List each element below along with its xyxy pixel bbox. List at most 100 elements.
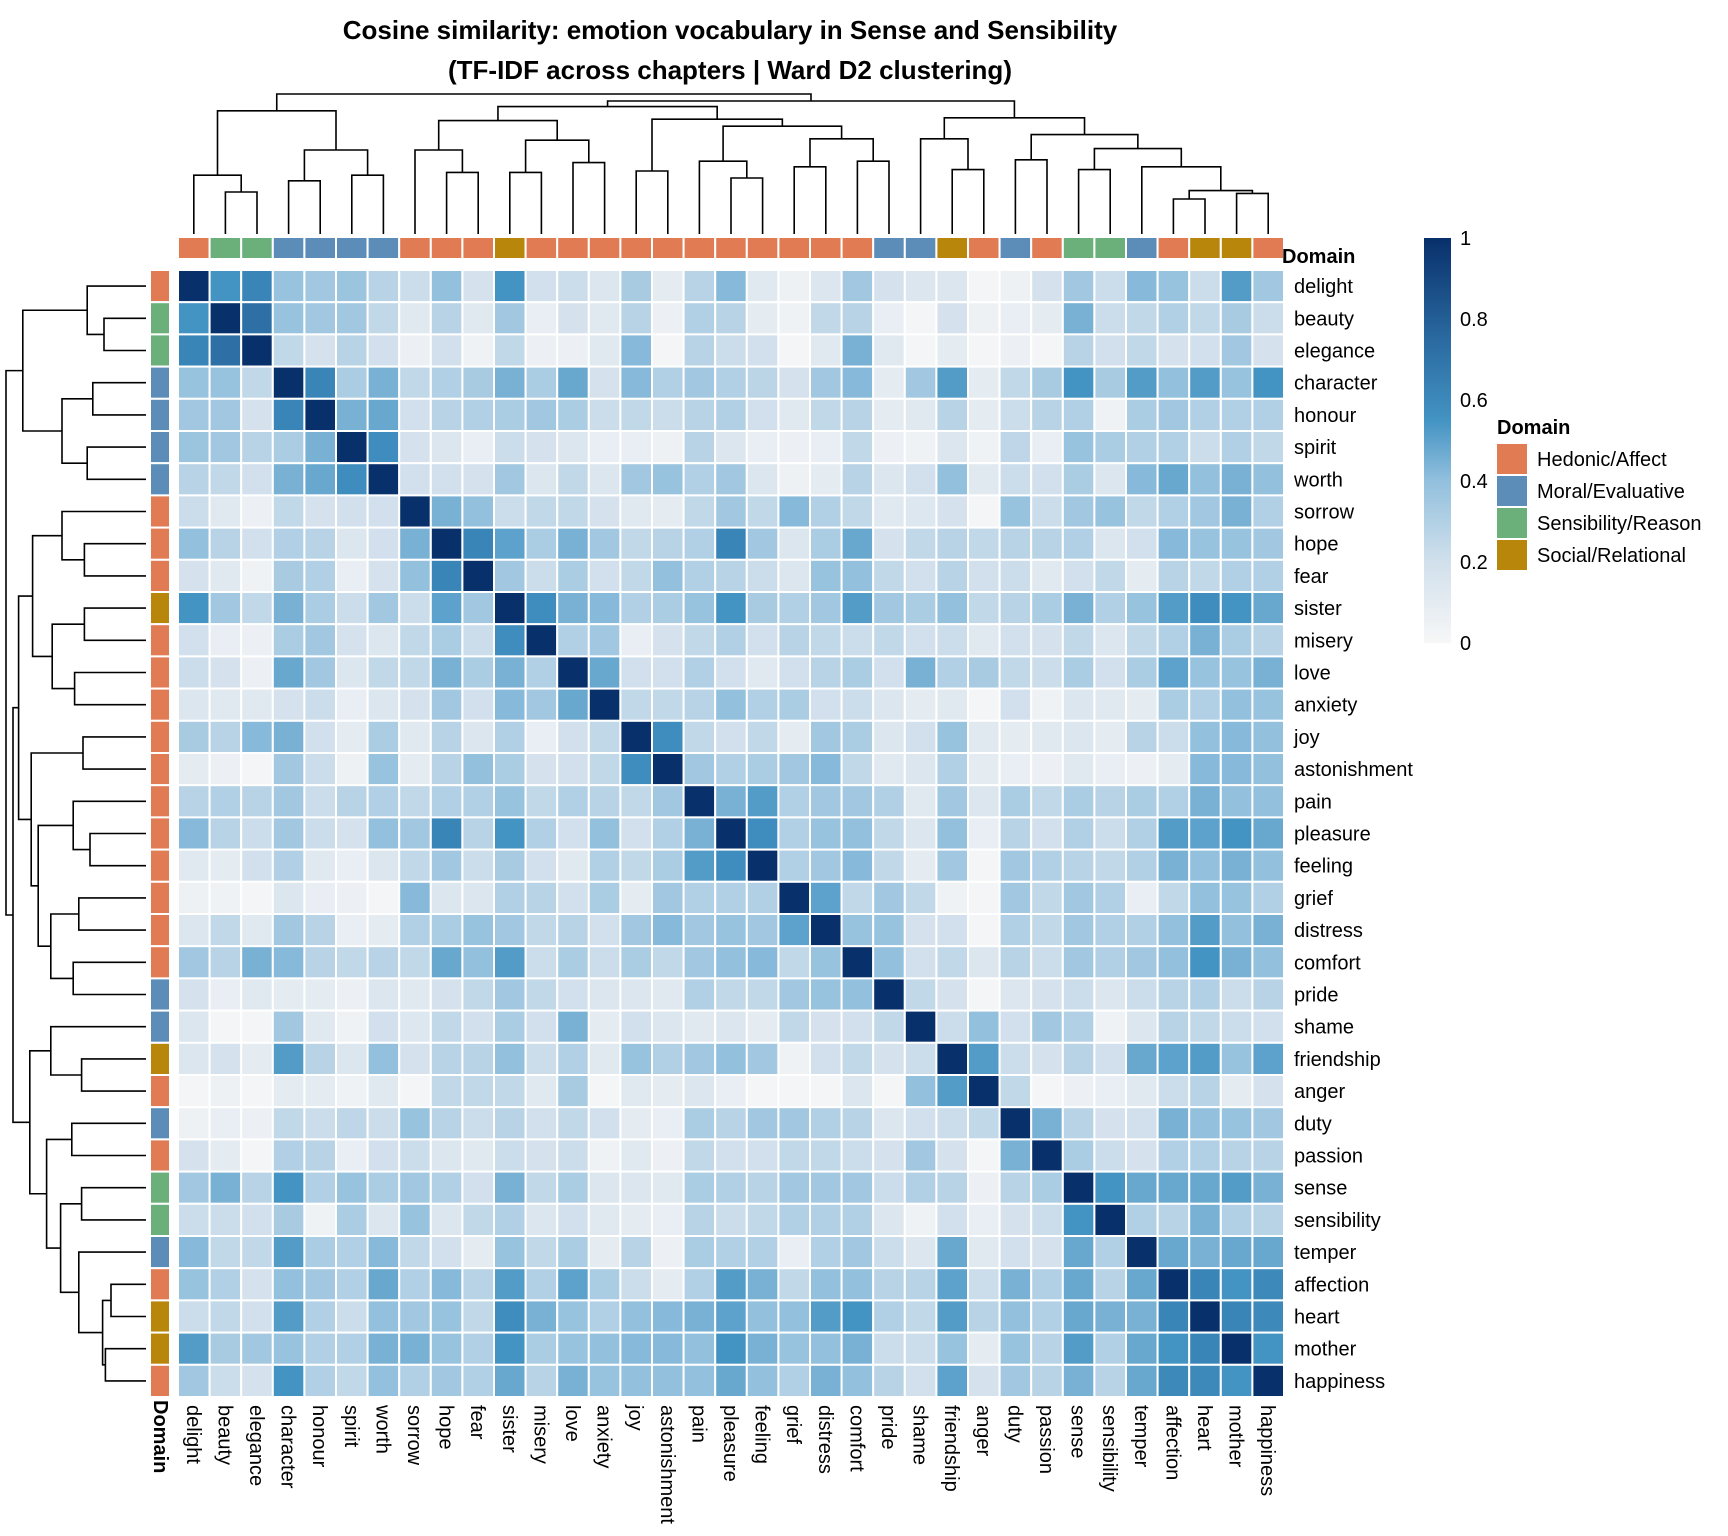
heatmap-cell [714,397,748,432]
dendrogram-branch [414,149,464,234]
heatmap-cell [1061,945,1096,980]
heatmap-cell [208,752,243,787]
heatmap-cell [461,269,495,304]
heatmap-cell [1093,1267,1128,1302]
heatmap-cell [809,1009,843,1044]
heatmap-cell [335,494,369,529]
heatmap-cell [240,1041,274,1077]
heatmap-cell [651,1074,685,1109]
heatmap-cell [1188,1267,1222,1302]
heatmap-cell [651,1041,685,1077]
heatmap-cell [651,913,685,948]
row-label: beauty [1294,308,1354,330]
heatmap-cell [335,880,369,915]
heatmap-cell [651,301,685,336]
heatmap-cell [1219,494,1254,529]
heatmap-cell [745,397,780,432]
heatmap-cell [967,1138,1001,1173]
row-domain-swatch [149,655,171,690]
dendrogram-branch [287,180,321,234]
heatmap-cell [872,1074,906,1109]
row-domain-swatch [149,1363,171,1399]
heatmap-cell [587,1331,622,1366]
heatmap-cell [651,1106,685,1141]
heatmap-cell [429,880,464,915]
heatmap-cell [1156,526,1191,561]
row-label: honour [1294,405,1357,427]
heatmap-cell [809,397,843,432]
heatmap-cell [303,558,337,593]
column-label: heart [1193,1405,1215,1451]
heatmap-cell [714,687,748,722]
heatmap-cell [303,1299,337,1334]
heatmap-cell [303,945,337,980]
dendrogram-branch [31,534,62,658]
heatmap-cell [840,494,875,529]
row-domain-swatch [149,880,171,915]
heatmap-cell [1188,333,1222,368]
heatmap-cell [429,462,464,497]
heatmap-cell [903,269,938,304]
column-domain-swatch [840,236,875,260]
heatmap-cell [967,591,1001,626]
heatmap-cell [998,430,1033,465]
heatmap-cell [1061,430,1096,465]
heatmap-cell [208,333,243,368]
heatmap-cell [398,1170,432,1205]
heatmap-cell [587,591,622,626]
heatmap-cell [745,269,780,304]
heatmap-cell [1093,526,1128,561]
heatmap-cell [745,1363,780,1399]
heatmap-cell [366,333,401,368]
heatmap-cell [1156,848,1191,883]
heatmap-cell [809,1138,843,1173]
heatmap-cell [1219,269,1254,304]
heatmap-cell [556,591,590,626]
heatmap-cell [1219,1235,1254,1270]
heatmap-cell [208,494,243,529]
heatmap-cell [1156,494,1191,529]
heatmap-cell [1156,1235,1191,1270]
heatmap-cell [1219,752,1254,787]
heatmap-cell [619,1235,654,1270]
heatmap-cell [177,719,211,754]
heatmap-cell [1251,816,1286,851]
heatmap-cell [872,880,906,915]
heatmap-cell [872,913,906,948]
row-label: elegance [1294,341,1375,363]
heatmap-cell [1093,269,1128,304]
heatmap-cell [524,880,559,915]
heatmap-cell [1219,945,1254,980]
heatmap-cell [524,977,559,1012]
heatmap-cell [271,655,306,690]
heatmap-cell [429,1363,464,1399]
column-domain-swatch [1093,236,1128,260]
heatmap-cell [1125,687,1159,722]
column-domain-swatch [935,236,970,260]
heatmap-cell [398,1267,432,1302]
heatmap-cell [271,1202,306,1238]
heatmap-cell [366,816,401,851]
heatmap-cell [556,816,590,851]
heatmap-cell [840,655,875,690]
heatmap-cell [935,1331,970,1366]
heatmap-cell [777,365,812,400]
heatmap-cell [366,591,401,626]
heatmap-cell [1030,430,1064,465]
heatmap-cell [1219,687,1254,722]
heatmap-cell [1030,880,1064,915]
heatmap-cell [809,333,843,368]
heatmap-cell [872,1106,906,1141]
heatmap-cell [777,880,812,915]
heatmap-cell [1219,1138,1254,1173]
heatmap-cell [1156,269,1191,304]
heatmap-cell [1061,526,1096,561]
heatmap-cell [777,591,812,626]
heatmap-cell [1219,1170,1254,1205]
heatmap-cell [461,1074,495,1109]
heatmap-cell [1093,655,1128,690]
heatmap-cell [1188,1170,1222,1205]
row-labels: delight beauty elegance character honour spir… [1293,276,1413,1393]
column-label: passion [1035,1405,1057,1474]
heatmap-cell [998,333,1033,368]
